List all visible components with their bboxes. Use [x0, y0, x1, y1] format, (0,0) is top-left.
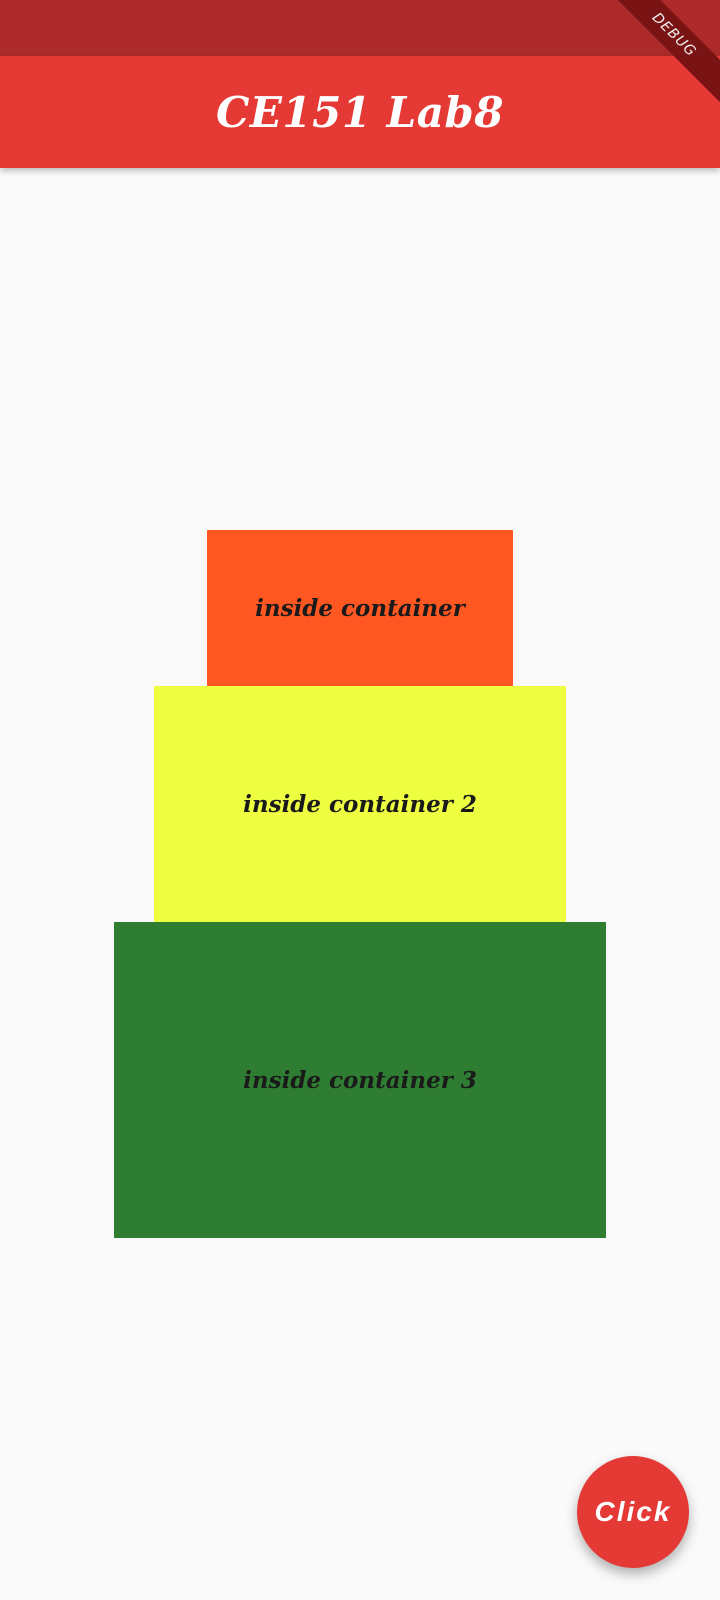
- app-bar: CE151 Lab8: [0, 56, 720, 168]
- app-title: CE151 Lab8: [215, 87, 505, 137]
- status-bar: [0, 0, 720, 56]
- container-2-label: inside container 2: [243, 790, 477, 818]
- container-1: inside container: [207, 530, 513, 686]
- container-3-label: inside container 3: [243, 1066, 477, 1094]
- container-2: inside container 2: [154, 686, 566, 922]
- container-1-label: inside container: [255, 594, 465, 622]
- click-fab-button[interactable]: Click: [577, 1456, 689, 1568]
- container-3: inside container 3: [114, 922, 606, 1238]
